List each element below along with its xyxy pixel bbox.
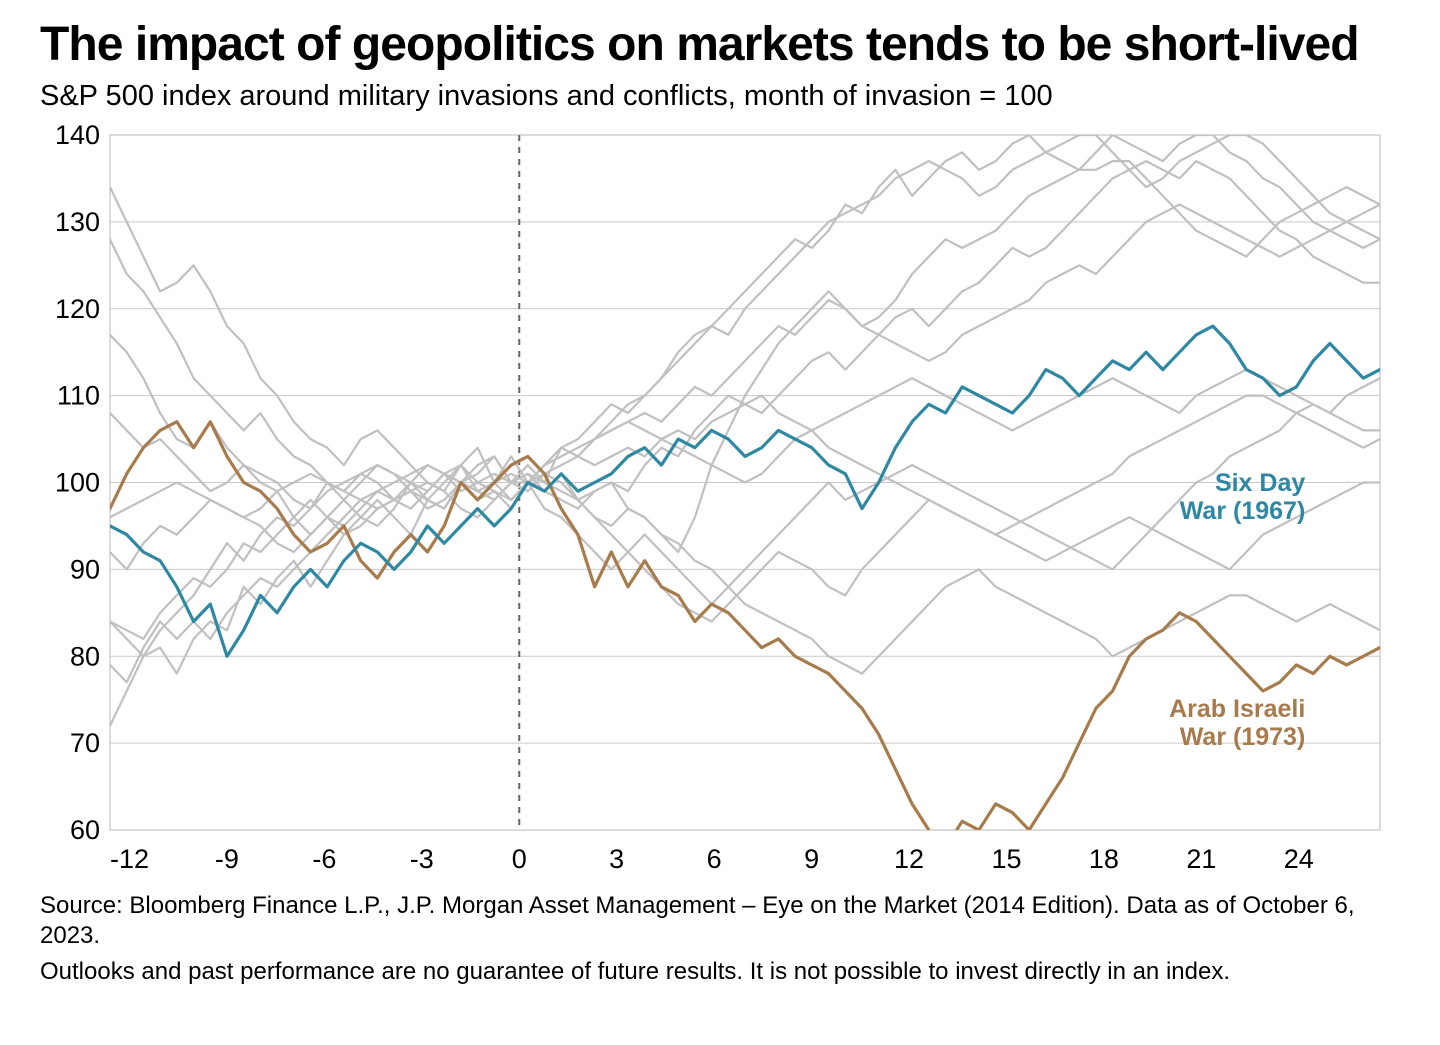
x-tick-label: 12 (894, 844, 924, 874)
x-tick-label: 6 (707, 844, 722, 874)
y-tick-label: 60 (70, 815, 100, 845)
y-tick-label: 80 (70, 642, 100, 672)
chart-title: The impact of geopolitics on markets ten… (40, 20, 1400, 70)
x-tick-label: -12 (110, 844, 149, 874)
chart-subtitle: S&P 500 index around military invasions … (40, 80, 1400, 113)
x-tick-label: -9 (215, 844, 239, 874)
x-tick-label: 0 (512, 844, 527, 874)
x-tick-label: -3 (410, 844, 434, 874)
y-tick-label: 120 (55, 294, 100, 324)
x-tick-label: 24 (1284, 844, 1314, 874)
line-chart: 60 70 80 90 100 110 120 130 140 -12 -9 -6 -3 0 3 6 9 12 15… (40, 125, 1400, 885)
x-tick-label: 18 (1089, 844, 1119, 874)
y-tick-label: 70 (70, 729, 100, 759)
y-tick-label: 140 (55, 125, 100, 150)
y-tick-label: 100 (55, 468, 100, 498)
x-tick-label: -6 (312, 844, 336, 874)
y-tick-label: 110 (57, 381, 100, 411)
source-line-2: Outlooks and past performance are no gua… (40, 957, 1400, 987)
label-arab-israeli: Arab IsraeliWar (1973) (1169, 695, 1305, 751)
x-tick-label: 21 (1186, 844, 1216, 874)
x-tick-label: 3 (609, 844, 624, 874)
y-tick-label: 130 (55, 207, 100, 237)
x-tick-label: 9 (804, 844, 819, 874)
x-tick-label: 15 (991, 844, 1021, 874)
y-tick-label: 90 (70, 555, 100, 585)
source-line-1: Source: Bloomberg Finance L.P., J.P. Mor… (40, 891, 1400, 951)
